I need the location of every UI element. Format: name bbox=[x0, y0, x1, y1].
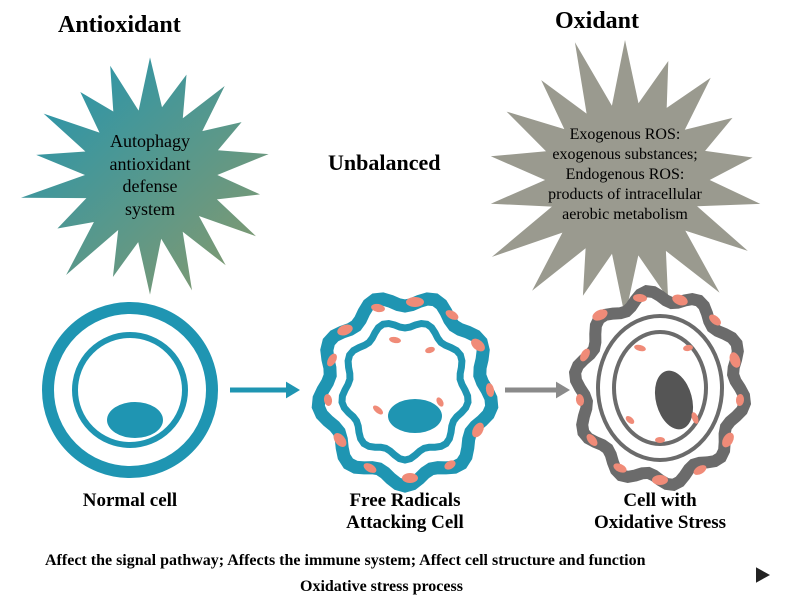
label-normal-cell: Normal cell bbox=[20, 490, 240, 512]
label-attacked-cell: Free RadicalsAttacking Cell bbox=[295, 490, 515, 534]
cell-stressed bbox=[575, 291, 745, 485]
burst-left-text: Autophagyantioxidantdefensesystem bbox=[60, 130, 240, 220]
cell-normal bbox=[48, 308, 212, 472]
arrow-attacked-to-stressed bbox=[505, 382, 570, 399]
arrow-normal-to-attacked bbox=[230, 382, 300, 399]
label-stressed-cell: Cell withOxidative Stress bbox=[550, 490, 770, 534]
bottom-text-line1: Affect the signal pathway; Affects the i… bbox=[45, 552, 646, 570]
bottom-text-line2: Oxidative stress process bbox=[300, 578, 463, 596]
burst-right-text: Exogenous ROS:exogenous substances;Endog… bbox=[515, 125, 735, 225]
cell-attacked bbox=[318, 297, 495, 486]
